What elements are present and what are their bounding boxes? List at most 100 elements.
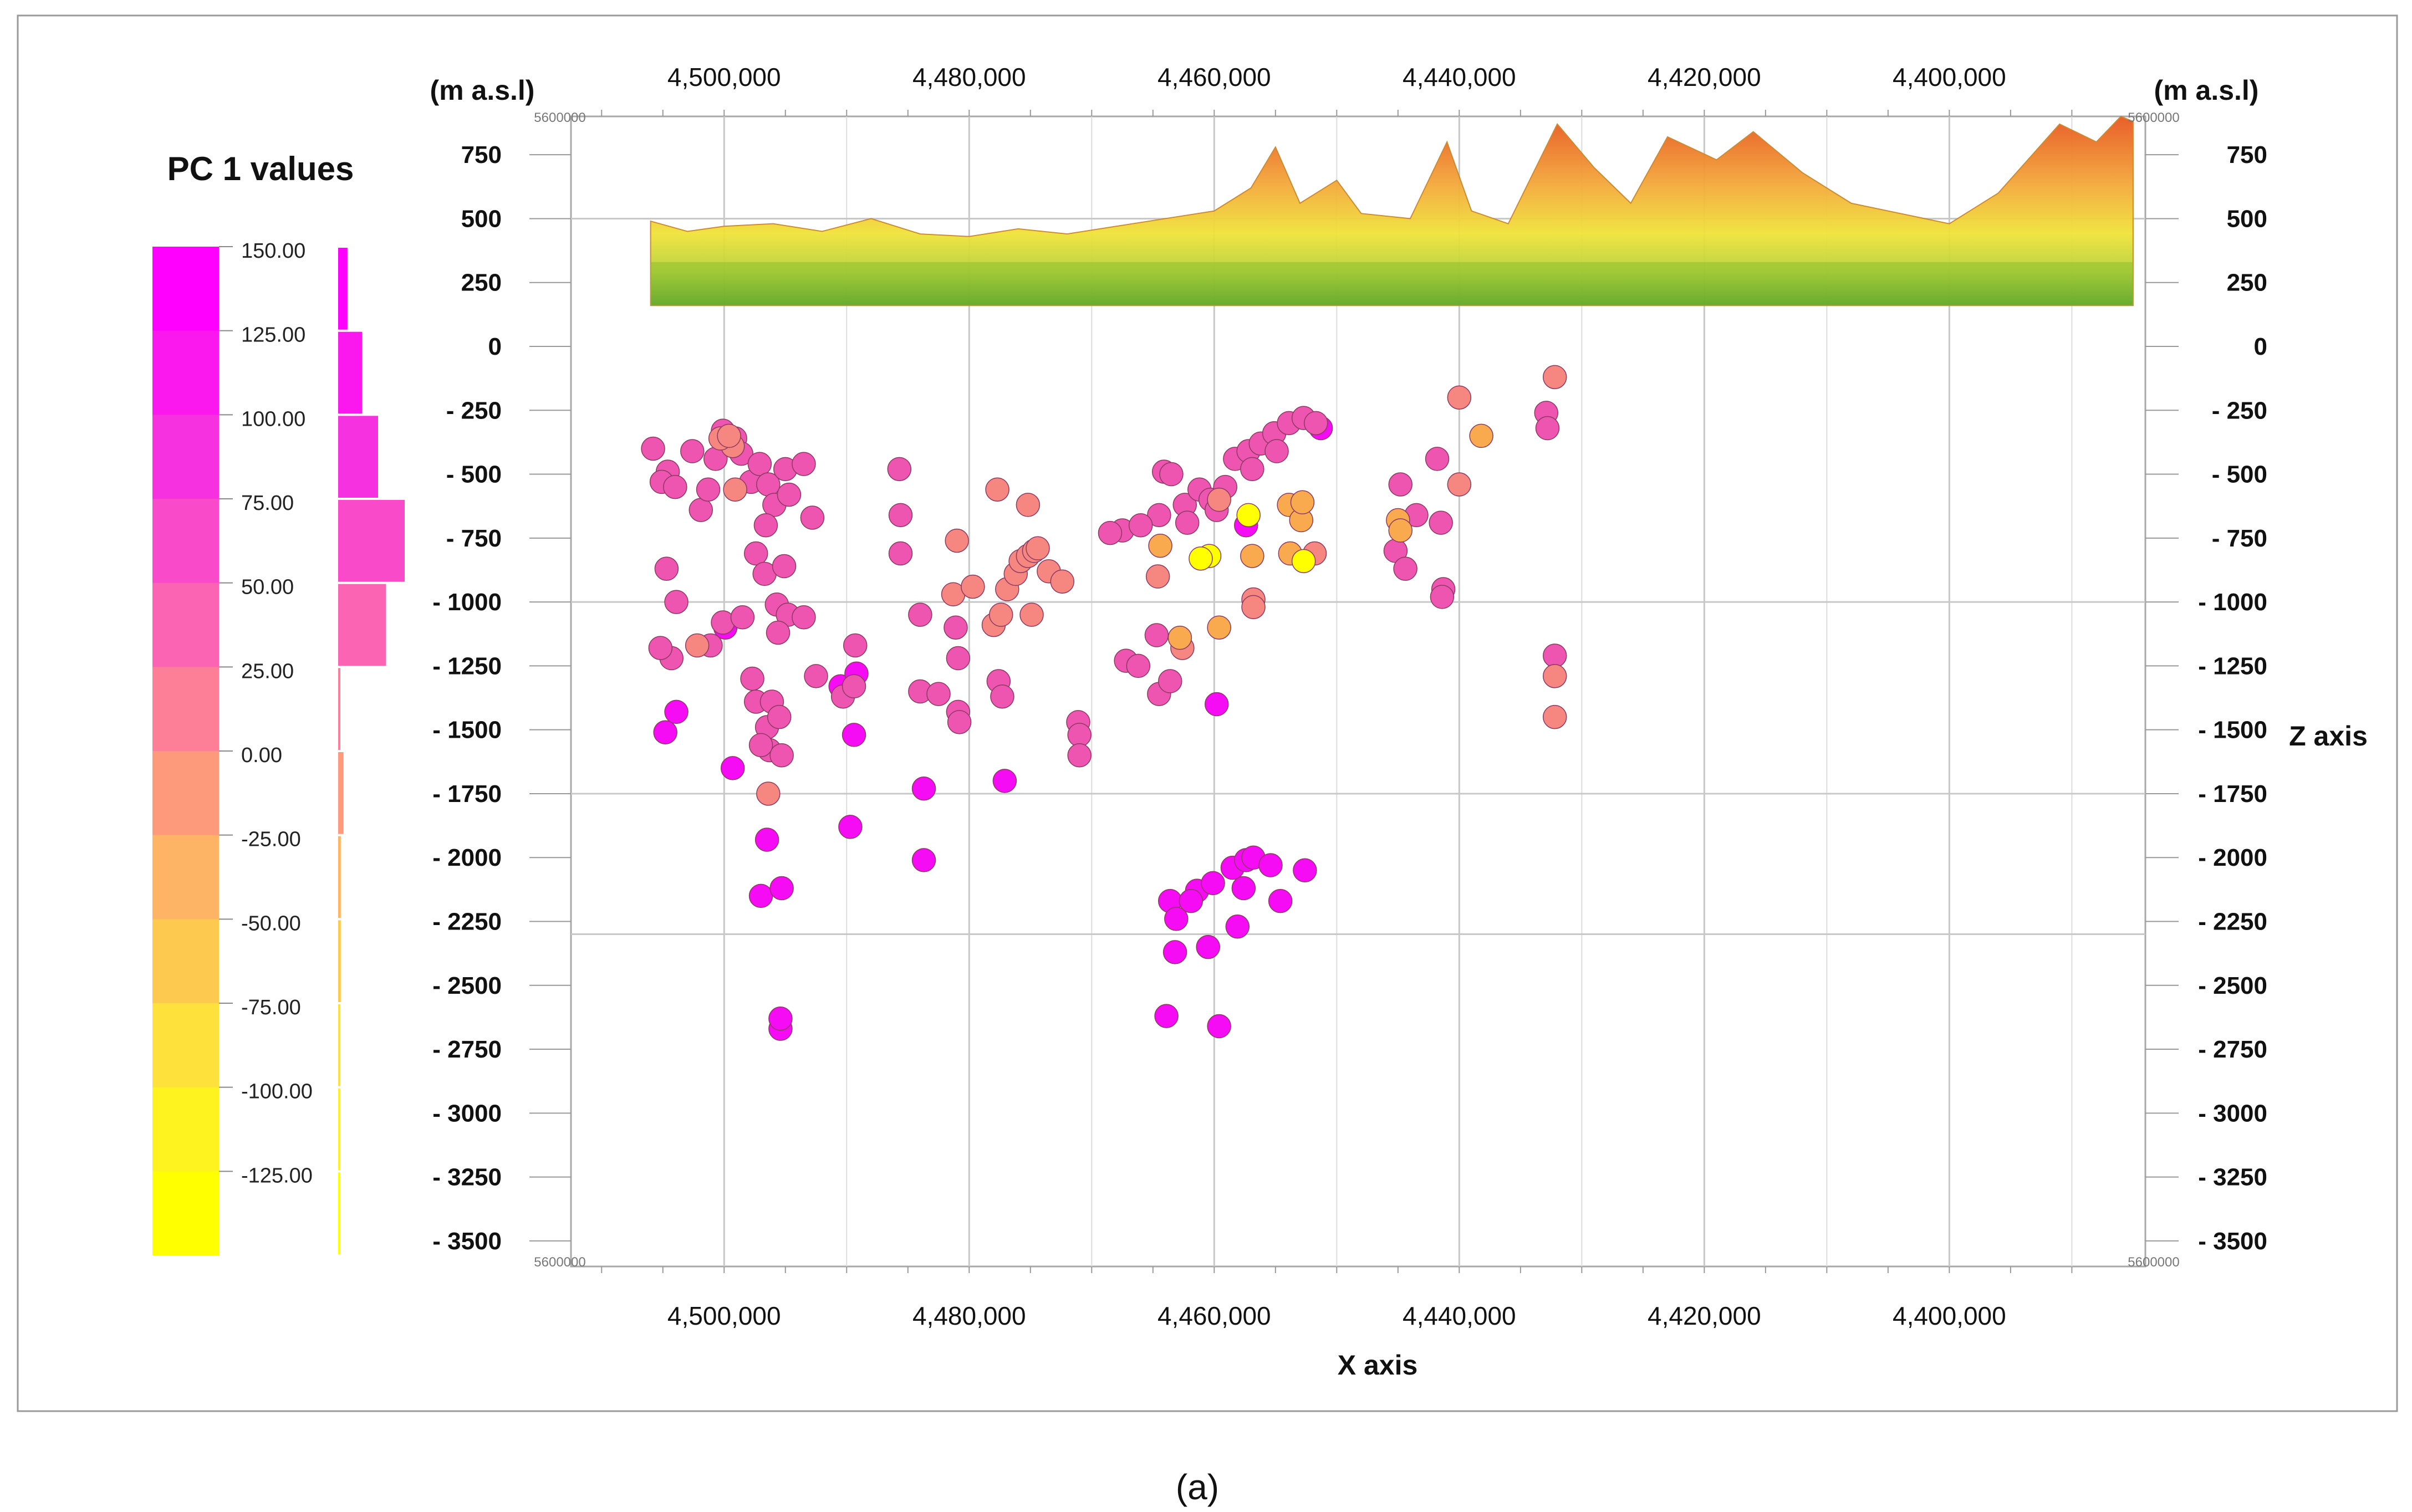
corner-label-top-left: 5600000 — [534, 110, 585, 125]
data-point — [689, 498, 713, 522]
data-point — [800, 505, 825, 530]
data-point — [1236, 503, 1261, 528]
data-point — [1293, 858, 1317, 883]
data-point — [961, 574, 985, 599]
data-point — [1542, 365, 1567, 390]
data-point — [1145, 564, 1170, 589]
z-tick-label-right: - 2000 — [2198, 844, 2267, 871]
data-point — [992, 769, 1017, 793]
data-point — [1429, 510, 1453, 535]
legend-histogram-bar — [338, 752, 344, 834]
z-tick-label-left: - 500 — [446, 461, 502, 488]
z-tick-label-right: - 500 — [2212, 461, 2267, 488]
legend-value-label: 50.00 — [241, 576, 294, 599]
x-axis-bottom: 4,500,000 4,480,000 4,460,000 4,440,000 4,42… — [601, 1266, 2073, 1330]
legend-swatch — [152, 499, 219, 584]
data-point — [911, 776, 936, 801]
z-tick-label-left: - 250 — [446, 397, 502, 424]
legend: PC 1 values 150.00 125.00 100.00 75.00 50.00… — [152, 150, 405, 1256]
data-point — [1388, 472, 1412, 497]
data-point — [1148, 533, 1172, 558]
plot-area — [570, 115, 2146, 1268]
data-point — [648, 636, 673, 660]
legend-histogram-bar — [338, 248, 348, 330]
data-point — [1430, 585, 1455, 609]
data-point — [911, 848, 936, 872]
legend-histogram-bar — [338, 668, 340, 750]
data-point — [772, 554, 797, 579]
data-point — [1225, 914, 1250, 939]
data-point — [641, 436, 665, 461]
legend-value-label: -100.00 — [241, 1080, 313, 1104]
data-point — [1154, 1004, 1179, 1028]
data-point — [654, 556, 679, 581]
z-tick-label-left: - 1000 — [432, 589, 502, 616]
legend-histogram-bar — [338, 920, 341, 1002]
z-axis-right: 750 500 250 0 - 250 - 500 - 750 - 1000 - 1250 - 1… — [2145, 141, 2267, 1255]
data-point — [723, 477, 747, 502]
data-point — [1425, 447, 1450, 471]
data-point — [1067, 743, 1092, 768]
data-point — [696, 477, 721, 502]
z-tick-label-left: 500 — [461, 205, 502, 232]
x-tick-label-top: 4,480,000 — [912, 63, 1026, 91]
data-point — [1050, 569, 1075, 594]
data-point — [1026, 536, 1050, 561]
data-point — [767, 704, 792, 729]
z-tick-label-right: - 2250 — [2198, 908, 2267, 936]
data-point — [985, 477, 1009, 502]
x-tick-label-top: 4,400,000 — [1893, 63, 2006, 91]
corner-label-bottom-right: 5600000 — [2128, 1255, 2179, 1270]
data-point — [1204, 692, 1229, 717]
data-point — [1162, 940, 1187, 964]
data-point — [1098, 520, 1123, 545]
z-tick-label-left: - 3500 — [432, 1228, 502, 1255]
legend-swatch — [152, 1171, 219, 1256]
data-point — [730, 605, 755, 630]
data-point — [664, 699, 689, 724]
z-tick-label-right: - 3250 — [2198, 1164, 2267, 1191]
legend-histogram-bar — [338, 500, 405, 582]
legend-swatch — [152, 583, 219, 667]
legend-swatch — [152, 247, 219, 331]
data-point — [1207, 1014, 1231, 1039]
legend-swatch — [152, 1003, 219, 1088]
z-tick-label-left: - 1750 — [432, 780, 502, 808]
x-axis-top: 4,500,000 4,480,000 4,460,000 4,440,000 4,42… — [601, 63, 2073, 116]
data-point — [946, 646, 971, 671]
data-point — [1207, 487, 1231, 512]
data-point — [1196, 934, 1221, 959]
data-point — [888, 541, 913, 566]
data-point — [1542, 643, 1567, 668]
data-point — [680, 439, 705, 463]
data-point — [838, 815, 863, 839]
data-point — [748, 733, 773, 758]
figure-label: (a) — [1176, 1467, 1219, 1507]
data-point — [1542, 704, 1567, 729]
z-tick-label-left: - 2750 — [432, 1036, 502, 1063]
data-point — [908, 602, 932, 627]
z-tick-label-right: - 250 — [2212, 397, 2267, 424]
legend-value-label: 0.00 — [241, 744, 282, 767]
z-axis-left: 750 500 250 0 - 250 - 500 - 750 - 1000 - 1250 - 1… — [432, 141, 571, 1255]
legend-value-label: -50.00 — [241, 912, 301, 935]
legend-swatches — [152, 247, 219, 1256]
legend-histogram-bar — [338, 331, 363, 414]
z-tick-label-left: - 750 — [446, 525, 502, 552]
z-tick-label-right: 0 — [2254, 333, 2267, 360]
data-point — [1535, 416, 1560, 441]
data-point — [1447, 472, 1472, 497]
data-point — [1159, 462, 1184, 487]
legend-value-label: 125.00 — [241, 324, 305, 347]
data-point — [1447, 385, 1472, 410]
data-point — [842, 674, 866, 699]
data-point — [743, 541, 768, 566]
x-tick-label-top: 4,500,000 — [667, 63, 781, 91]
z-tick-label-right: - 750 — [2212, 525, 2267, 552]
data-point — [1542, 664, 1567, 688]
data-point — [842, 723, 866, 747]
corner-label-top-right: 5600000 — [2128, 110, 2179, 125]
data-point — [685, 633, 710, 658]
legend-swatch — [152, 751, 219, 836]
data-point — [1167, 625, 1192, 650]
